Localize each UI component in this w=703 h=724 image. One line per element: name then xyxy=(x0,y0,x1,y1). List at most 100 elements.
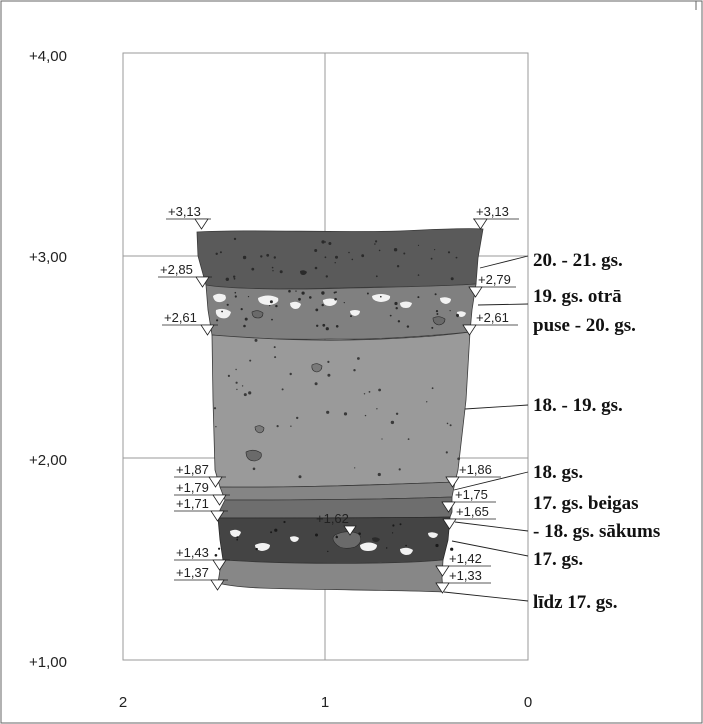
elevation-label: +1,62 xyxy=(316,511,349,526)
soil-speck xyxy=(309,296,312,299)
inclusion-stone xyxy=(300,270,307,275)
soil-speck xyxy=(274,528,278,532)
soil-speck xyxy=(377,472,381,477)
soil-speck xyxy=(449,310,451,312)
elevation-label: +3,13 xyxy=(168,204,201,219)
soil-speck xyxy=(446,422,449,425)
x-tick-label: 2 xyxy=(119,694,127,711)
soil-speck xyxy=(241,385,244,387)
soil-speck xyxy=(395,412,399,415)
soil-speck xyxy=(233,237,237,241)
period-label: 18. gs. xyxy=(533,462,583,483)
soil-speck xyxy=(353,369,356,372)
leader-line xyxy=(477,303,529,306)
elevation-triangle-icon xyxy=(445,476,460,488)
x-axis: 2 1 0 xyxy=(119,694,532,711)
soil-speck xyxy=(279,270,283,274)
soil-speck xyxy=(254,338,258,342)
soil-speck xyxy=(324,241,326,243)
soil-speck xyxy=(322,323,326,327)
soil-speck xyxy=(276,425,279,428)
elevation-label: +1,71 xyxy=(176,496,209,511)
soil-speck xyxy=(248,391,252,395)
soil-speck xyxy=(249,359,252,362)
soil-speck xyxy=(321,303,324,307)
inclusion-light xyxy=(372,294,391,302)
soil-speck xyxy=(288,289,291,293)
soil-speck xyxy=(234,295,237,298)
soil-speck xyxy=(376,408,378,410)
period-label: 18. - 19. gs. xyxy=(533,395,623,416)
soil-speck xyxy=(244,317,248,321)
soil-speck xyxy=(392,532,394,534)
elevation-marker: +1,42 xyxy=(435,551,491,577)
y-tick-label: +3,00 xyxy=(29,249,67,266)
elevation-marker: +3,13 xyxy=(166,204,211,230)
soil-speck xyxy=(364,414,367,417)
inclusion-stone xyxy=(254,425,265,434)
elevation-marker: +1,33 xyxy=(435,568,491,594)
soil-speck xyxy=(426,401,428,403)
elevation-label: +2,79 xyxy=(478,272,511,287)
soil-speck xyxy=(431,326,434,329)
soil-speck xyxy=(215,426,217,428)
soil-speck xyxy=(251,267,255,271)
soil-speck xyxy=(366,292,369,295)
soil-speck xyxy=(374,243,376,245)
soil-speck xyxy=(327,373,331,377)
soil-speck xyxy=(296,416,299,420)
soil-speck xyxy=(226,303,229,306)
inclusion-stone xyxy=(245,449,262,462)
elevation-marker: +2,61 xyxy=(162,310,218,336)
elevation-triangle-icon xyxy=(435,582,450,594)
right-elevation-markers: +3,13 +2,79 +2,61 +1,86 +1,75 +1,65 xyxy=(435,204,519,594)
soil-speck xyxy=(434,293,437,296)
x-tick-label: 0 xyxy=(524,694,532,711)
soil-speck xyxy=(327,360,330,363)
period-label: 17. gs. beigas xyxy=(533,493,639,514)
soil-speck xyxy=(456,315,459,318)
soil-speck xyxy=(218,547,221,550)
elevation-label: +2,85 xyxy=(160,262,193,277)
soil-speck xyxy=(350,315,352,318)
elevation-triangle-icon xyxy=(212,559,227,571)
elevation-marker: +1,86 xyxy=(445,462,501,488)
elevation-marker: +1,79 xyxy=(174,480,230,506)
elevation-marker: +1,65 xyxy=(442,504,496,530)
elevation-triangle-icon xyxy=(210,510,225,522)
soil-speck xyxy=(393,248,398,252)
soil-speck xyxy=(351,258,354,261)
soil-speck xyxy=(447,251,451,254)
inclusion-light xyxy=(350,310,360,316)
soil-speck xyxy=(274,356,277,359)
inclusion-light xyxy=(428,532,438,538)
soil-speck xyxy=(343,412,348,416)
soil-speck xyxy=(255,547,258,551)
elevation-label: +1,65 xyxy=(456,504,489,519)
soil-speck xyxy=(213,407,217,410)
soil-speck xyxy=(235,381,238,384)
elevation-marker: +2,85 xyxy=(158,262,212,288)
soil-speck xyxy=(242,255,247,260)
soil-speck xyxy=(405,544,407,547)
soil-speck xyxy=(315,533,318,537)
soil-speck xyxy=(227,374,230,377)
soil-speck xyxy=(315,308,319,312)
elevation-triangle-icon xyxy=(442,518,457,530)
soil-speck xyxy=(333,291,336,294)
soil-speck xyxy=(283,520,286,524)
soil-speck xyxy=(417,244,420,246)
soil-speck xyxy=(321,240,325,244)
soil-speck xyxy=(368,391,371,393)
leader-lines xyxy=(443,255,529,602)
elevation-marker: +3,13 xyxy=(473,204,519,230)
inclusion-stone xyxy=(432,316,446,326)
soil-speck xyxy=(289,372,292,376)
soil-speck xyxy=(273,346,276,349)
inclusion-light xyxy=(255,543,270,551)
soil-speck xyxy=(252,467,256,471)
soil-speck xyxy=(434,249,436,251)
soil-speck xyxy=(301,291,305,295)
